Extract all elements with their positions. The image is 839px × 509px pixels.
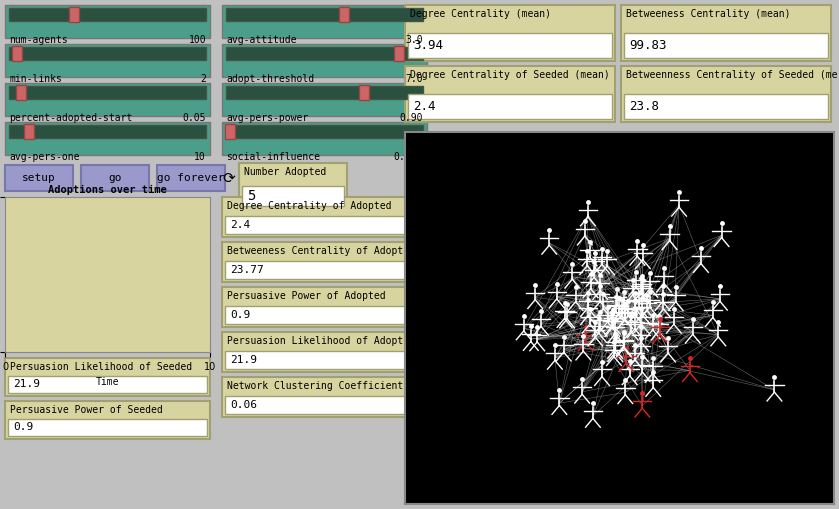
FancyBboxPatch shape (242, 186, 344, 206)
FancyBboxPatch shape (225, 261, 424, 279)
Text: 0.9: 0.9 (230, 310, 250, 320)
FancyBboxPatch shape (239, 163, 347, 209)
Text: Betweenness Centrality of Seeded (me...: Betweenness Centrality of Seeded (me... (626, 70, 839, 80)
FancyBboxPatch shape (621, 66, 831, 122)
Text: percent-adopted-start: percent-adopted-start (9, 113, 133, 123)
Text: Network Clustering Coefficient: Network Clustering Coefficient (227, 381, 404, 391)
FancyBboxPatch shape (81, 165, 149, 191)
FancyBboxPatch shape (226, 125, 423, 138)
FancyBboxPatch shape (225, 216, 424, 234)
Text: 0.000: 0.000 (393, 152, 423, 162)
Text: ⟳: ⟳ (222, 171, 236, 185)
FancyBboxPatch shape (222, 44, 427, 77)
Text: 7.0: 7.0 (405, 74, 423, 84)
Text: Persuasive Power of Seeded: Persuasive Power of Seeded (10, 405, 163, 415)
FancyBboxPatch shape (16, 85, 26, 100)
Text: 2: 2 (201, 74, 206, 84)
FancyBboxPatch shape (222, 83, 427, 116)
FancyBboxPatch shape (226, 8, 423, 21)
Text: 0.06: 0.06 (230, 400, 257, 410)
Text: Betweeness Centrality of Adopted: Betweeness Centrality of Adopted (227, 246, 415, 256)
FancyBboxPatch shape (222, 377, 427, 417)
FancyBboxPatch shape (621, 5, 831, 61)
FancyBboxPatch shape (226, 86, 423, 99)
FancyBboxPatch shape (394, 46, 404, 61)
Title: Adoptions over time: Adoptions over time (48, 185, 167, 195)
FancyBboxPatch shape (222, 122, 427, 155)
FancyBboxPatch shape (5, 122, 210, 155)
Text: avg-pers-one: avg-pers-one (9, 152, 80, 162)
Text: 23.8: 23.8 (629, 99, 659, 112)
Text: 3.94: 3.94 (413, 39, 443, 51)
FancyBboxPatch shape (405, 5, 615, 61)
FancyBboxPatch shape (5, 83, 210, 116)
Text: go forever: go forever (157, 173, 225, 183)
FancyBboxPatch shape (359, 85, 369, 100)
Text: 23.77: 23.77 (230, 265, 263, 275)
Text: 10: 10 (195, 152, 206, 162)
Text: social-influence: social-influence (226, 152, 320, 162)
FancyBboxPatch shape (222, 5, 427, 38)
FancyBboxPatch shape (5, 358, 210, 396)
Text: 2.4: 2.4 (413, 99, 435, 112)
Text: min-links: min-links (9, 74, 62, 84)
Text: Degree Centrality of Seeded (mean): Degree Centrality of Seeded (mean) (410, 70, 610, 80)
Text: avg-attitude: avg-attitude (226, 35, 296, 45)
FancyBboxPatch shape (69, 7, 79, 22)
FancyBboxPatch shape (9, 86, 206, 99)
FancyBboxPatch shape (339, 7, 349, 22)
Text: num-agents: num-agents (9, 35, 68, 45)
Text: 5: 5 (247, 189, 255, 203)
FancyBboxPatch shape (9, 47, 206, 60)
Text: 0.05: 0.05 (183, 113, 206, 123)
FancyBboxPatch shape (225, 396, 424, 414)
FancyBboxPatch shape (9, 125, 206, 138)
Text: 21.9: 21.9 (230, 355, 257, 365)
FancyBboxPatch shape (624, 33, 828, 58)
FancyBboxPatch shape (5, 5, 210, 38)
Text: 0.90: 0.90 (399, 113, 423, 123)
FancyBboxPatch shape (5, 44, 210, 77)
FancyBboxPatch shape (222, 242, 427, 282)
FancyBboxPatch shape (222, 197, 427, 237)
Text: 0.9: 0.9 (13, 422, 34, 432)
Text: 21.9: 21.9 (13, 379, 40, 389)
FancyBboxPatch shape (225, 351, 424, 369)
FancyBboxPatch shape (9, 8, 206, 21)
Text: 99.83: 99.83 (629, 39, 666, 51)
Text: setup: setup (22, 173, 56, 183)
FancyBboxPatch shape (408, 94, 612, 119)
FancyBboxPatch shape (157, 165, 225, 191)
FancyBboxPatch shape (405, 66, 615, 122)
FancyBboxPatch shape (23, 124, 34, 139)
FancyBboxPatch shape (8, 419, 207, 436)
FancyBboxPatch shape (8, 376, 207, 393)
Text: Persuasive Power of Adopted: Persuasive Power of Adopted (227, 291, 386, 301)
FancyBboxPatch shape (624, 94, 828, 119)
Text: Number Adopted: Number Adopted (244, 167, 326, 177)
Text: avg-pers-power: avg-pers-power (226, 113, 308, 123)
FancyBboxPatch shape (5, 165, 73, 191)
Text: 3.0: 3.0 (405, 35, 423, 45)
FancyBboxPatch shape (222, 287, 427, 327)
FancyBboxPatch shape (12, 46, 22, 61)
FancyBboxPatch shape (222, 332, 427, 372)
Text: 100: 100 (189, 35, 206, 45)
Text: Persuasion Likelihood of Seeded: Persuasion Likelihood of Seeded (10, 362, 192, 372)
Text: Betweeness Centrality (mean): Betweeness Centrality (mean) (626, 9, 790, 19)
Text: Degree Centrality (mean): Degree Centrality (mean) (410, 9, 551, 19)
FancyBboxPatch shape (225, 306, 424, 324)
Text: go: go (108, 173, 122, 183)
Text: Persuasion Likelihood of Adopted: Persuasion Likelihood of Adopted (227, 336, 415, 346)
FancyBboxPatch shape (5, 401, 210, 439)
Text: 2.4: 2.4 (230, 220, 250, 230)
Text: Degree Centrality of Adopted: Degree Centrality of Adopted (227, 201, 392, 211)
Text: adopt-threshold: adopt-threshold (226, 74, 314, 84)
FancyBboxPatch shape (225, 124, 235, 139)
X-axis label: Time: Time (96, 377, 119, 387)
FancyBboxPatch shape (408, 33, 612, 58)
FancyBboxPatch shape (226, 47, 423, 60)
